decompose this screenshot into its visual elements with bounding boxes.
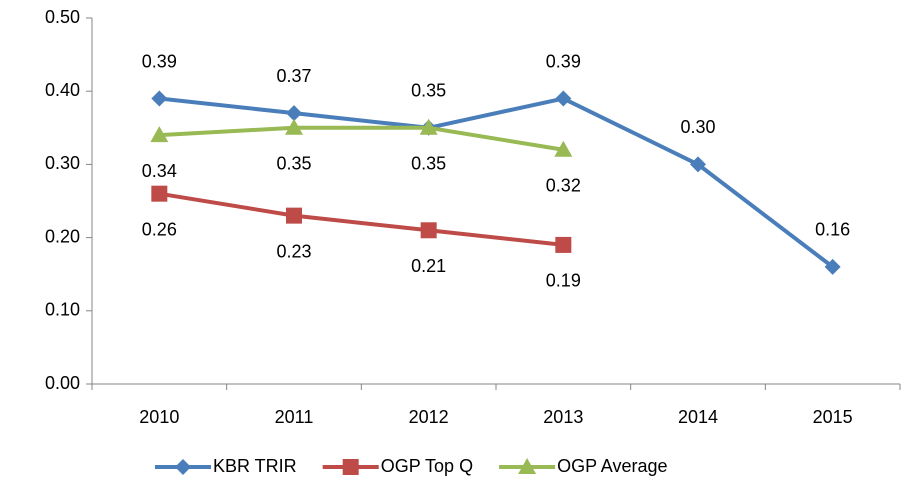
series-line: [159, 96, 834, 269]
x-tick-label: 2011: [275, 407, 314, 427]
x-tick-label: 2010: [139, 407, 179, 427]
x-tick-label: 2012: [409, 407, 449, 427]
y-tick-label: 0.00: [45, 373, 80, 393]
legend-label: OGP Average: [557, 456, 667, 476]
y-tick-label: 0.40: [45, 80, 80, 100]
data-point: [286, 207, 302, 224]
data-point: [150, 126, 169, 143]
y-tick-label: 0.30: [45, 153, 80, 173]
legend-marker: [342, 459, 359, 475]
data-point: [555, 90, 572, 107]
x-tick-label: 2015: [813, 407, 853, 427]
y-tick-label: 0.50: [45, 7, 80, 27]
data-point: [554, 140, 573, 157]
y-tick-label: 0.20: [45, 226, 80, 246]
data-point: [555, 236, 572, 253]
data-point: [151, 185, 168, 202]
data-label: 0.35: [411, 154, 446, 174]
data-point: [285, 118, 303, 135]
data-label: 0.35: [411, 81, 446, 101]
data-label: 0.19: [546, 271, 581, 291]
y-tick-label: 0.10: [45, 300, 80, 320]
x-tick-label: 2013: [543, 407, 583, 427]
data-label: 0.39: [546, 51, 581, 71]
data-label: 0.21: [411, 256, 446, 276]
legend-marker: [175, 459, 191, 475]
data-point: [690, 156, 706, 173]
data-label: 0.39: [142, 51, 177, 71]
series-line: [159, 191, 564, 247]
data-point: [286, 105, 302, 122]
data-label: 0.37: [276, 66, 311, 86]
data-label: 0.26: [142, 219, 177, 239]
data-point: [419, 118, 438, 135]
data-point: [420, 222, 437, 239]
data-label: 0.23: [276, 241, 311, 261]
data-label: 0.35: [276, 154, 311, 174]
data-label: 0.34: [142, 161, 177, 181]
data-label: 0.16: [815, 220, 850, 240]
data-label: 0.30: [680, 117, 715, 137]
data-label: 0.32: [546, 176, 581, 196]
data-point: [824, 258, 841, 275]
legend-marker: [518, 458, 537, 474]
legend-label: OGP Top Q: [381, 456, 473, 476]
legend-label: KBR TRIR: [213, 456, 297, 476]
data-point: [151, 90, 168, 107]
series-line: [159, 125, 564, 152]
x-tick-label: 2014: [678, 407, 718, 427]
